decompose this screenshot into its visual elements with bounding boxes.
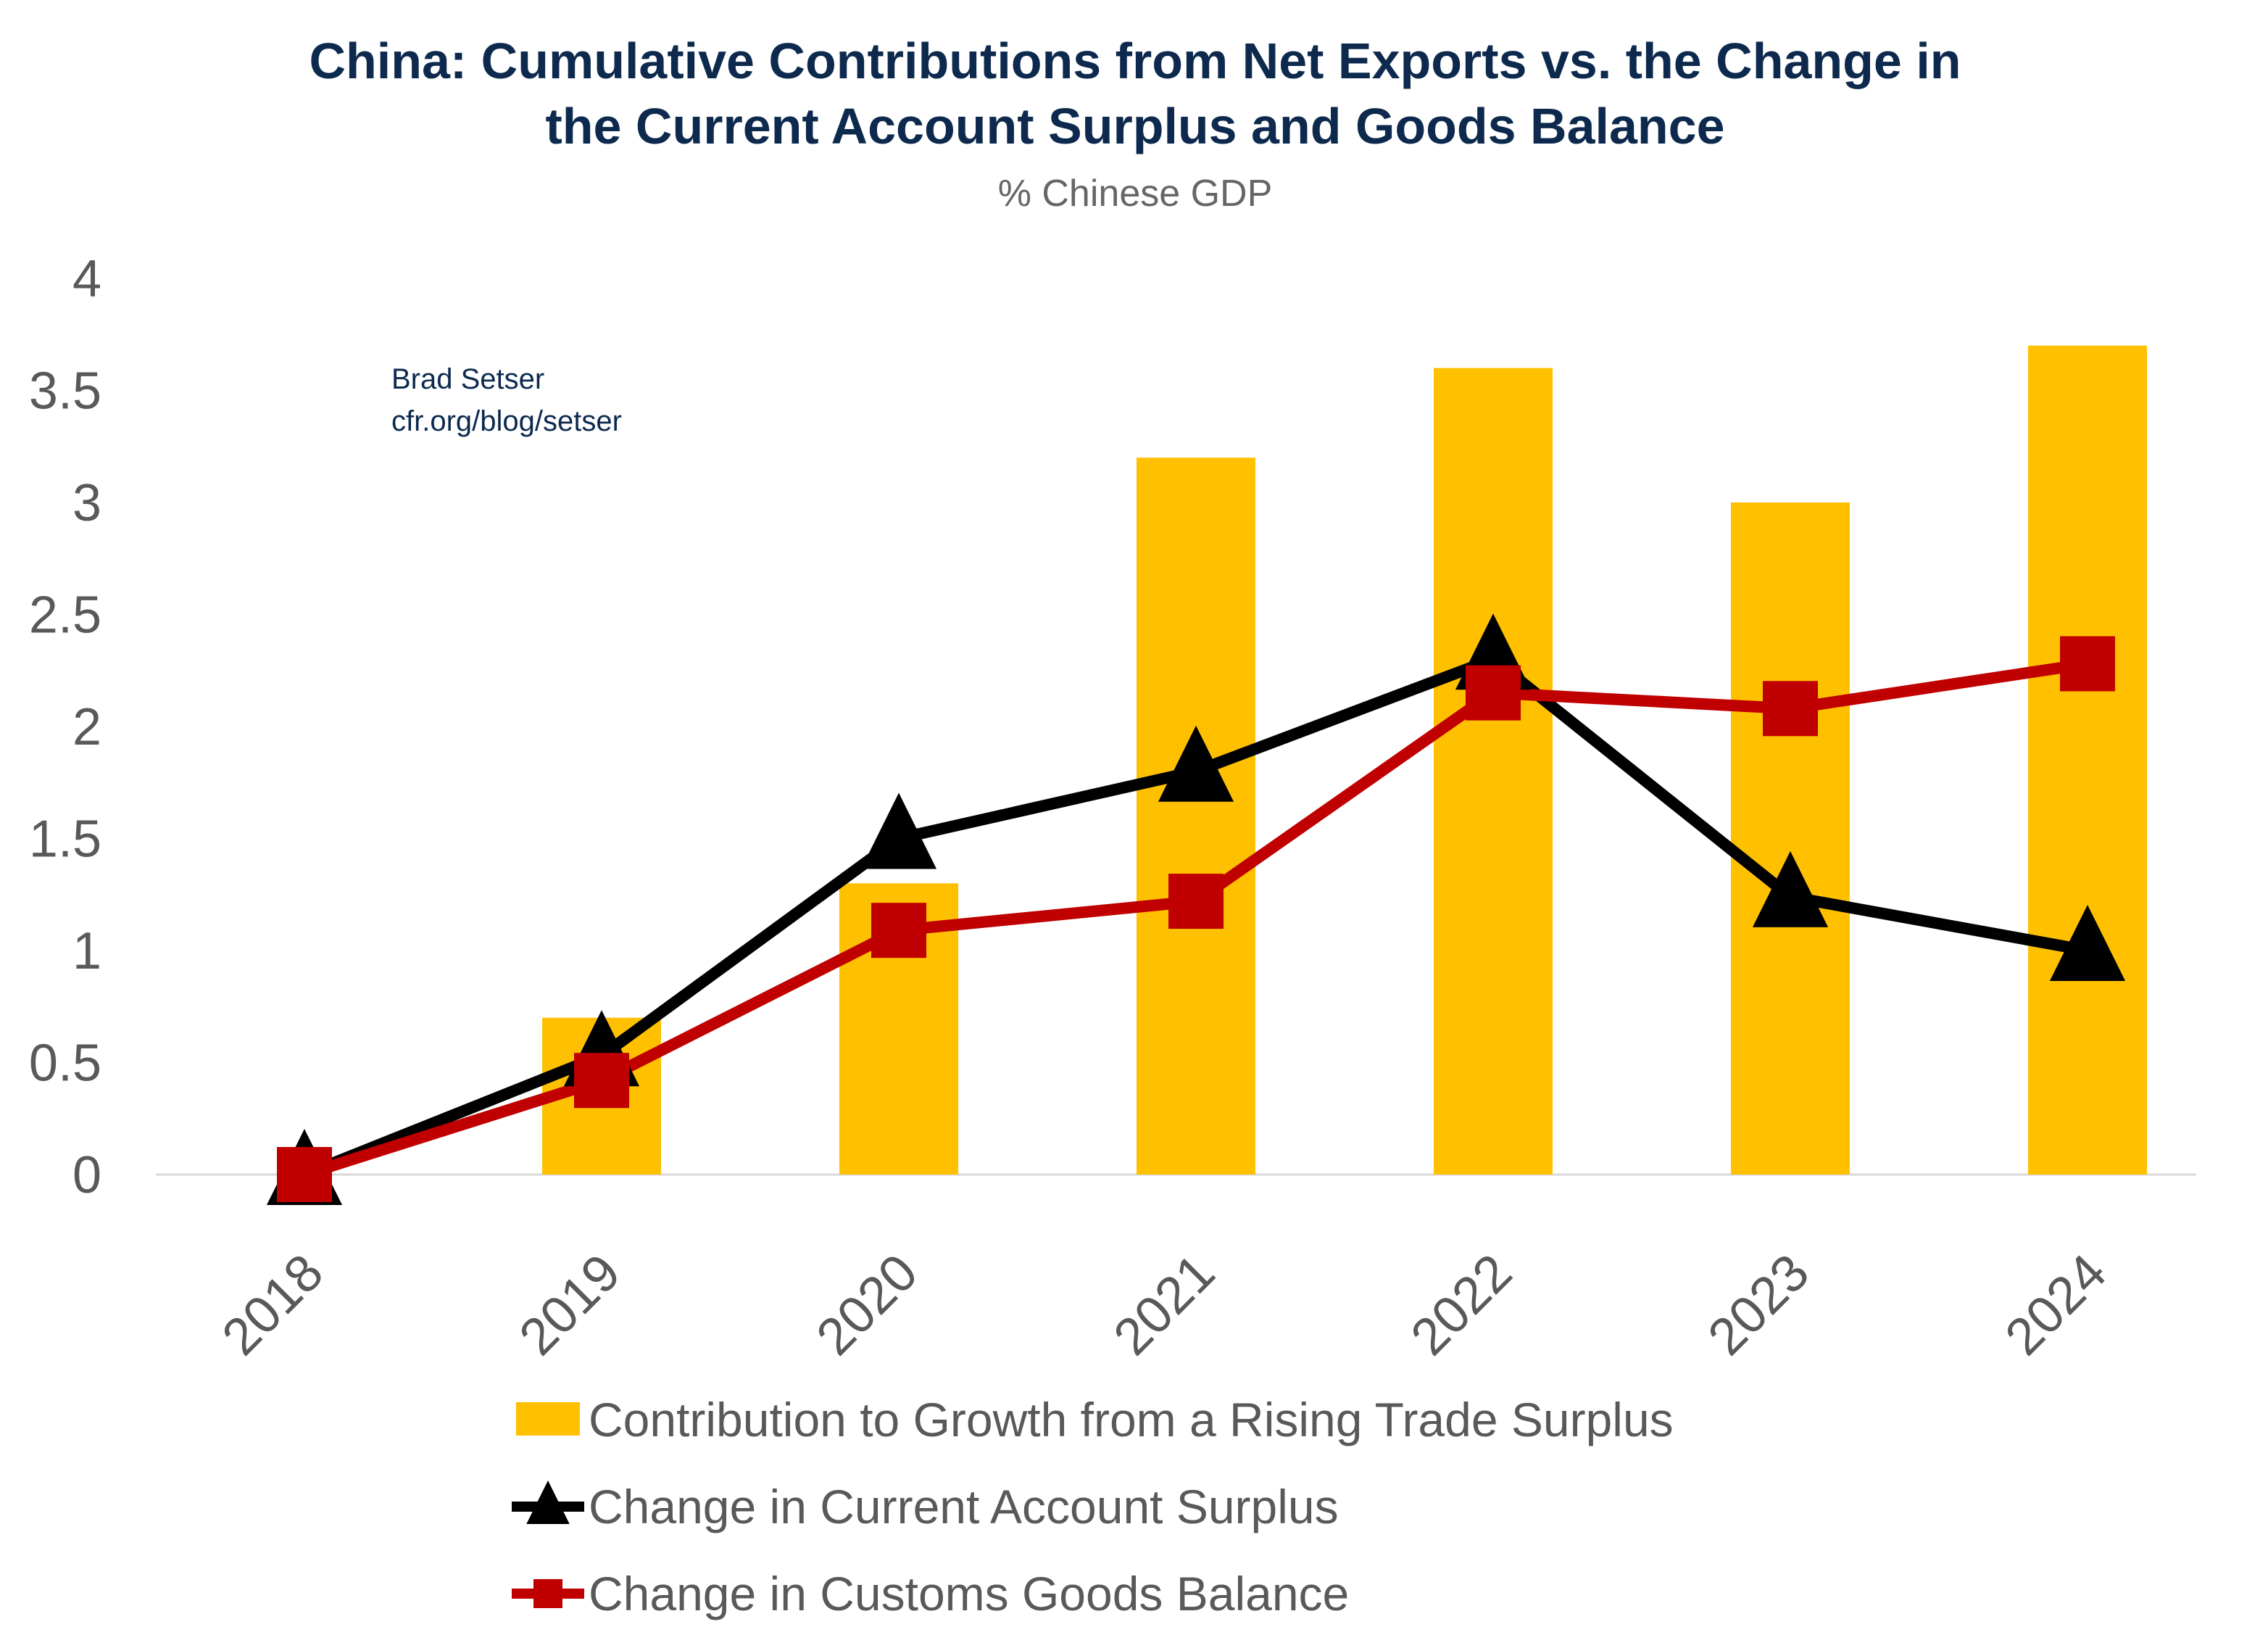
y-tick-label: 0.5 — [29, 1035, 101, 1093]
square-marker — [1168, 874, 1224, 929]
triangle-marker — [860, 792, 937, 869]
square-marker — [533, 1579, 562, 1608]
y-tick-label: 1.5 — [29, 811, 101, 869]
bar — [1731, 502, 1850, 1175]
x-tick-label: 2018 — [211, 1243, 334, 1367]
triangle-marker — [1158, 725, 1234, 802]
y-tick-label: 3 — [72, 474, 101, 532]
y-tick-label: 4 — [72, 250, 101, 308]
square-marker — [1763, 681, 1818, 737]
bar — [2028, 345, 2147, 1175]
x-tick-label: 2020 — [805, 1243, 929, 1367]
legend-label: Change in Customs Goods Balance — [589, 1567, 1349, 1620]
square-marker — [1466, 665, 1521, 721]
legend-label: Change in Current Account Surplus — [589, 1480, 1339, 1533]
y-tick-label: 1 — [72, 922, 101, 980]
y-tick-label: 0 — [72, 1146, 101, 1204]
square-marker — [277, 1147, 332, 1202]
legend-label: Contribution to Growth from a Rising Tra… — [589, 1393, 1674, 1446]
y-tick-label: 3.5 — [29, 363, 101, 421]
x-tick-label: 2021 — [1102, 1243, 1226, 1367]
bar — [1137, 457, 1255, 1175]
x-tick-label: 2023 — [1697, 1243, 1820, 1367]
chart-subtitle: % Chinese GDP — [998, 173, 1273, 215]
source-note: cfr.org/blog/setser — [391, 405, 622, 437]
author-note: Brad Setser — [391, 363, 544, 395]
triangle-marker — [2049, 905, 2126, 981]
y-tick-label: 2.5 — [29, 587, 101, 645]
legend-swatch-bar — [516, 1402, 580, 1436]
x-tick-label: 2024 — [1994, 1243, 2117, 1367]
x-tick-label: 2019 — [508, 1243, 631, 1367]
chart-title-line-1: China: Cumulative Contributions from Net… — [309, 33, 1961, 89]
x-tick-label: 2022 — [1400, 1243, 1523, 1367]
bar — [1434, 368, 1553, 1175]
square-marker — [871, 903, 926, 958]
chart-title-line-2: the Current Account Surplus and Goods Ba… — [545, 98, 1724, 154]
triangle-marker — [1752, 850, 1829, 927]
y-tick-label: 2 — [72, 698, 101, 756]
triangle-marker — [526, 1481, 570, 1524]
square-marker — [574, 1053, 629, 1109]
square-marker — [2060, 636, 2115, 692]
